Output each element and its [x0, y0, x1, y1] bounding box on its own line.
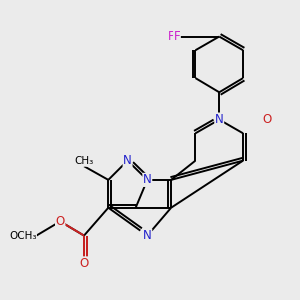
- Text: F: F: [168, 30, 174, 43]
- Text: O: O: [80, 257, 88, 270]
- Text: CH₃: CH₃: [74, 156, 94, 166]
- Text: N: N: [123, 154, 132, 167]
- Text: N: N: [215, 113, 224, 126]
- Text: O: O: [56, 215, 65, 228]
- Text: N: N: [143, 173, 152, 186]
- Text: O: O: [262, 113, 272, 126]
- Text: OCH₃: OCH₃: [9, 231, 36, 241]
- Text: F: F: [174, 30, 180, 43]
- Text: N: N: [143, 229, 152, 242]
